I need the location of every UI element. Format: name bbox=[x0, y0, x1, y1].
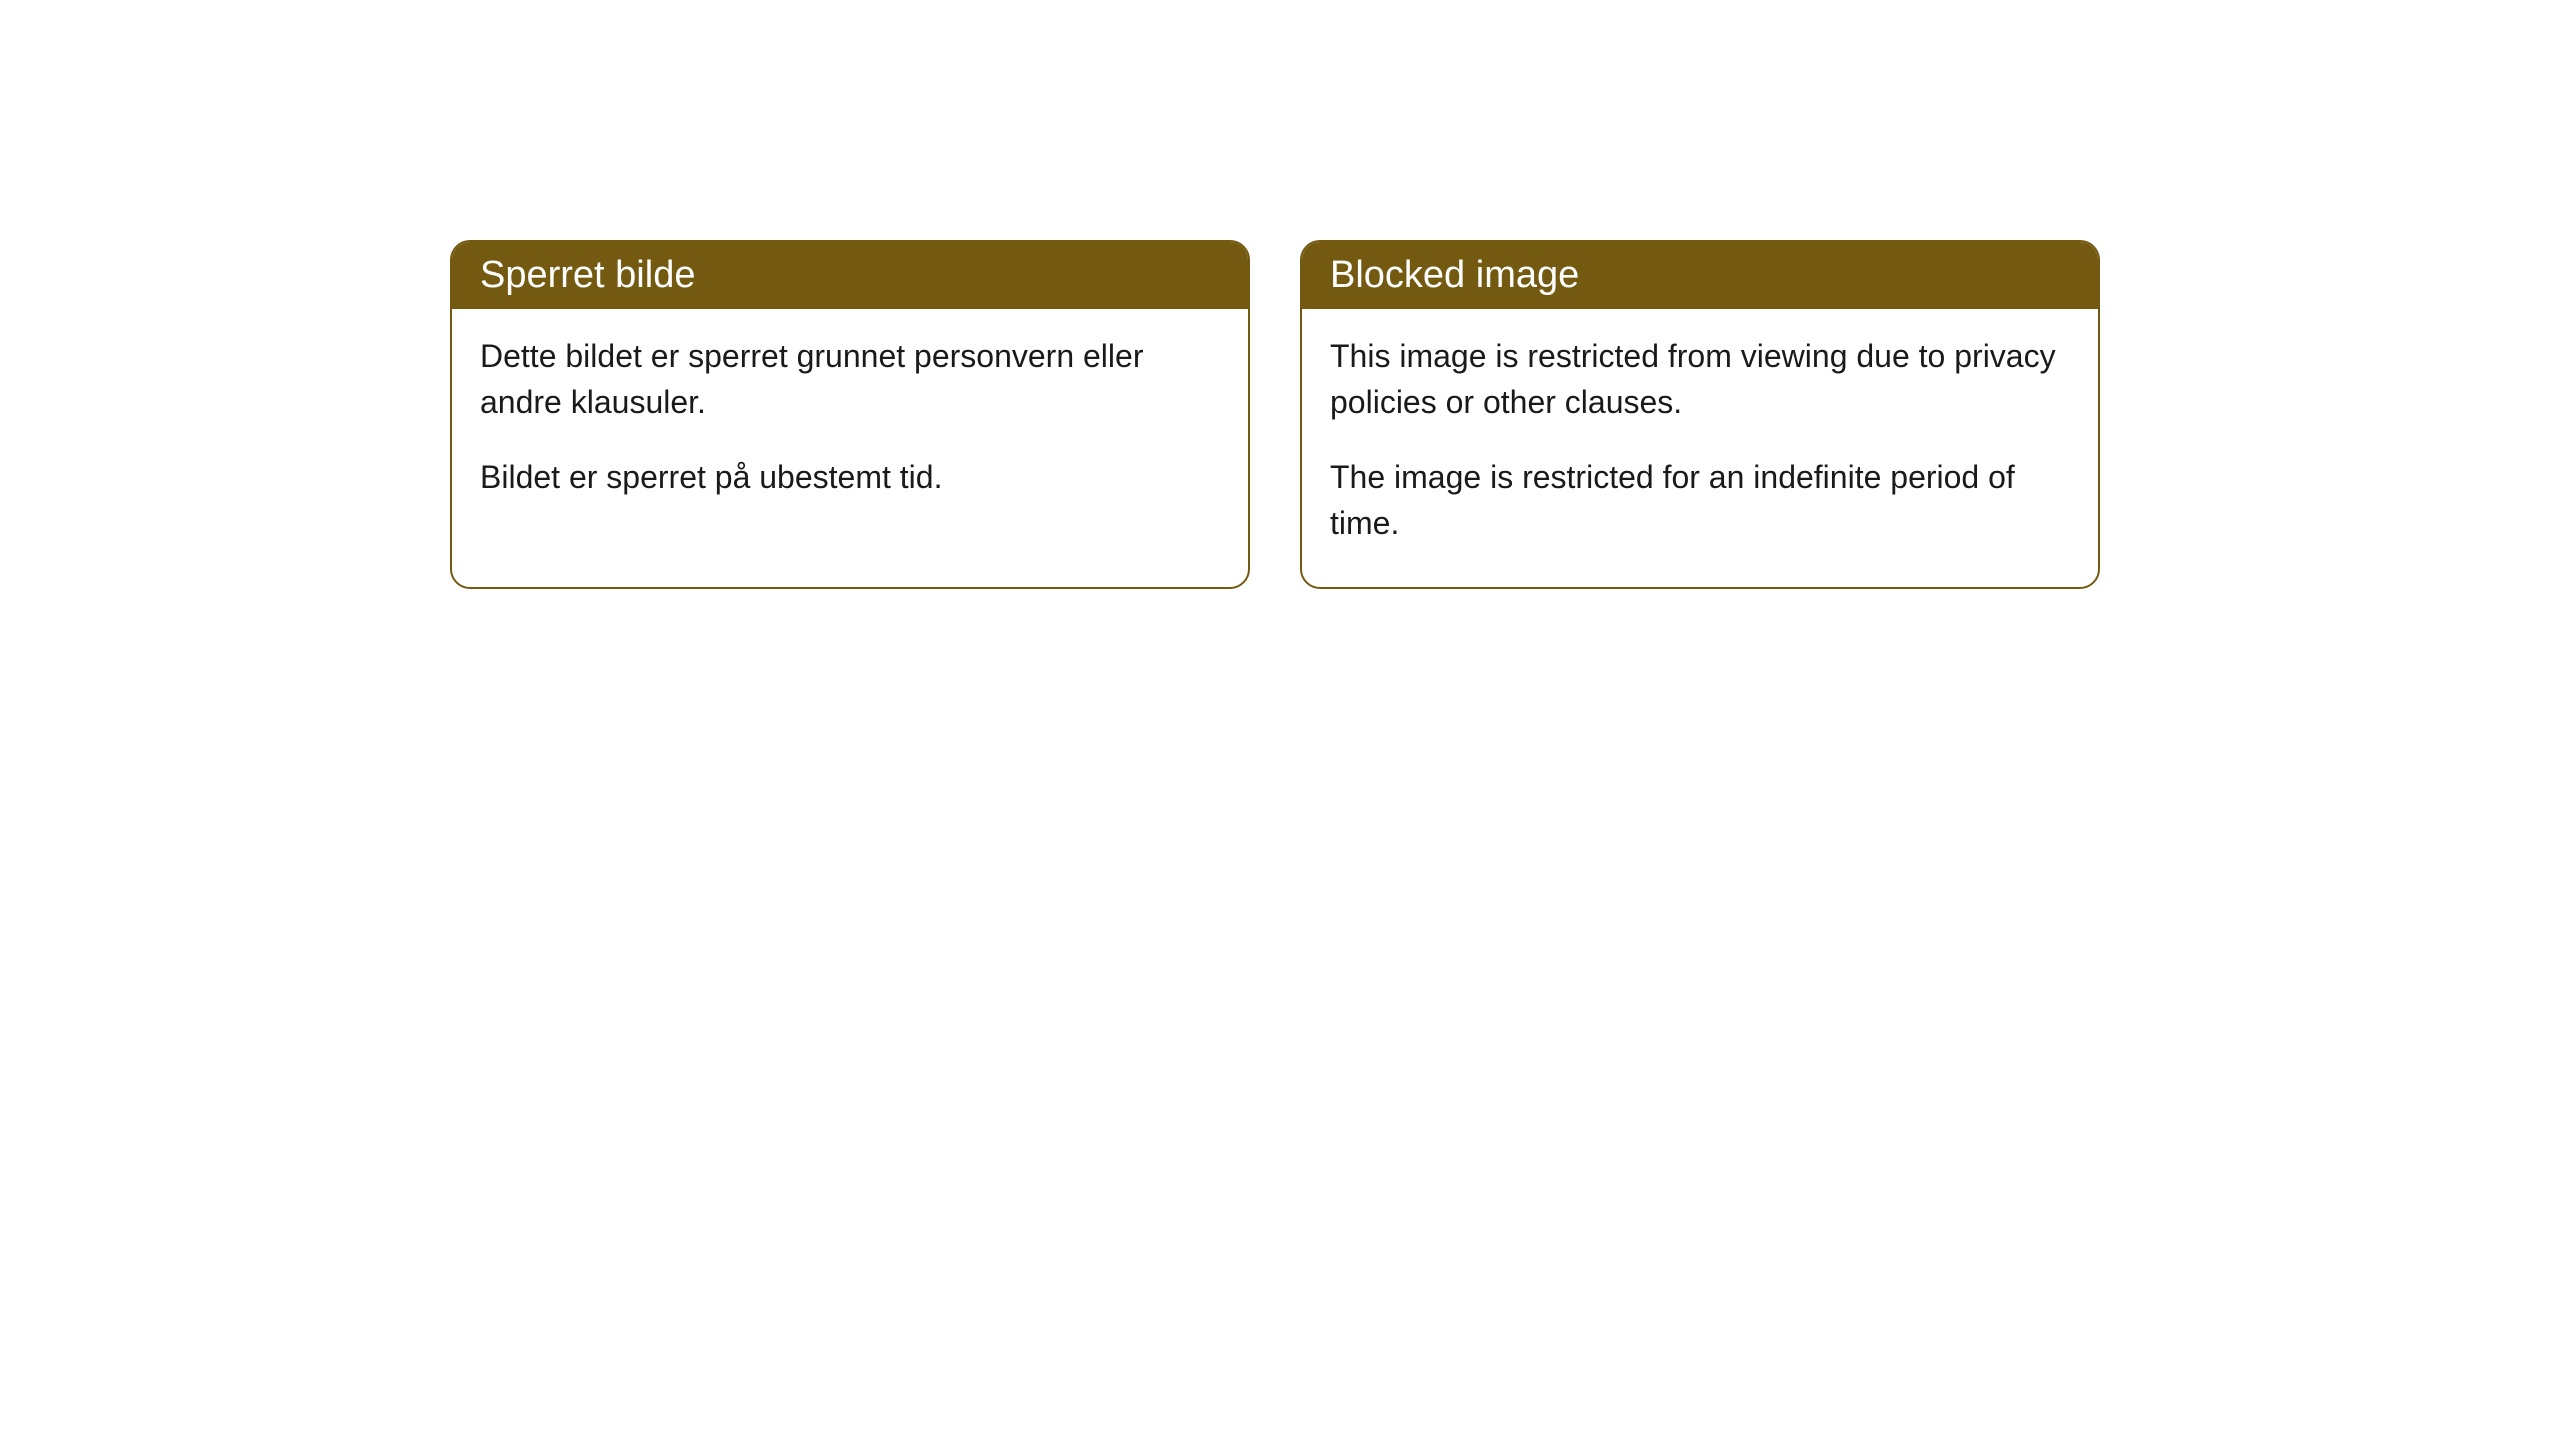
card-text: This image is restricted from viewing du… bbox=[1330, 333, 2070, 426]
card-text: Dette bildet er sperret grunnet personve… bbox=[480, 333, 1220, 426]
card-text: The image is restricted for an indefinit… bbox=[1330, 454, 2070, 547]
card-title: Sperret bilde bbox=[452, 242, 1248, 309]
card-title: Blocked image bbox=[1302, 242, 2098, 309]
card-text: Bildet er sperret på ubestemt tid. bbox=[480, 454, 1220, 500]
blocked-image-card-en: Blocked image This image is restricted f… bbox=[1300, 240, 2100, 589]
card-body: Dette bildet er sperret grunnet personve… bbox=[452, 309, 1248, 540]
notice-container: Sperret bilde Dette bildet er sperret gr… bbox=[0, 0, 2560, 589]
blocked-image-card-no: Sperret bilde Dette bildet er sperret gr… bbox=[450, 240, 1250, 589]
card-body: This image is restricted from viewing du… bbox=[1302, 309, 2098, 587]
